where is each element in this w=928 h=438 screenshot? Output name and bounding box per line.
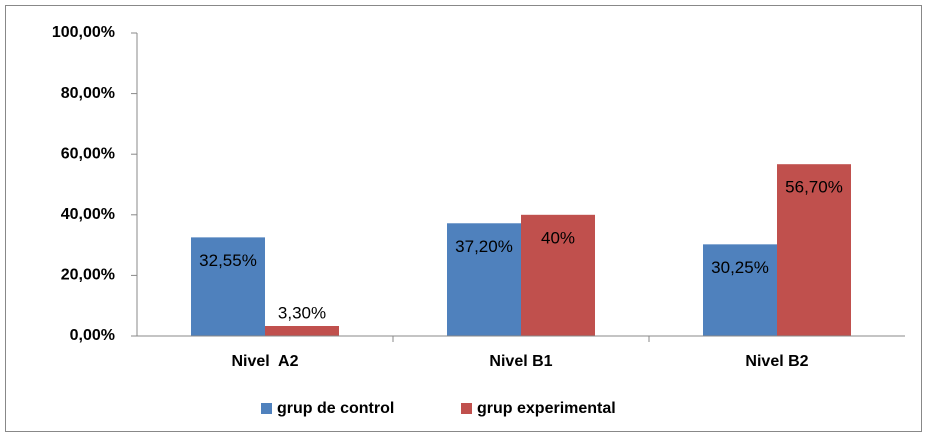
bar: [777, 164, 851, 336]
x-tick-label: Nivel B2: [745, 353, 808, 370]
bar: [447, 223, 521, 336]
y-tick-label: 40,00%: [61, 206, 115, 223]
y-tick-label: 20,00%: [61, 267, 115, 284]
y-tick-label: 60,00%: [61, 145, 115, 162]
legend-label: grup de control: [277, 400, 394, 417]
data-label: 30,25%: [711, 258, 769, 277]
legend-label: grup experimental: [477, 400, 616, 417]
data-label: 56,70%: [785, 178, 843, 197]
x-tick-label: Nivel B1: [489, 353, 552, 370]
y-tick-label: 0,00%: [70, 327, 115, 344]
data-label: 37,20%: [455, 237, 513, 256]
bar: [191, 237, 265, 336]
x-tick-label: Nivel A2: [232, 353, 299, 370]
legend-swatch: [261, 403, 272, 414]
data-label: 3,30%: [278, 303, 326, 322]
data-label: 40%: [541, 228, 575, 247]
chart-border: [5, 5, 922, 432]
y-tick-label: 100,00%: [52, 24, 115, 41]
bar: [265, 326, 339, 336]
y-tick-label: 80,00%: [61, 85, 115, 102]
data-label: 32,55%: [199, 251, 257, 270]
bar: [703, 244, 777, 336]
legend-swatch: [461, 403, 472, 414]
bar: [521, 214, 595, 336]
